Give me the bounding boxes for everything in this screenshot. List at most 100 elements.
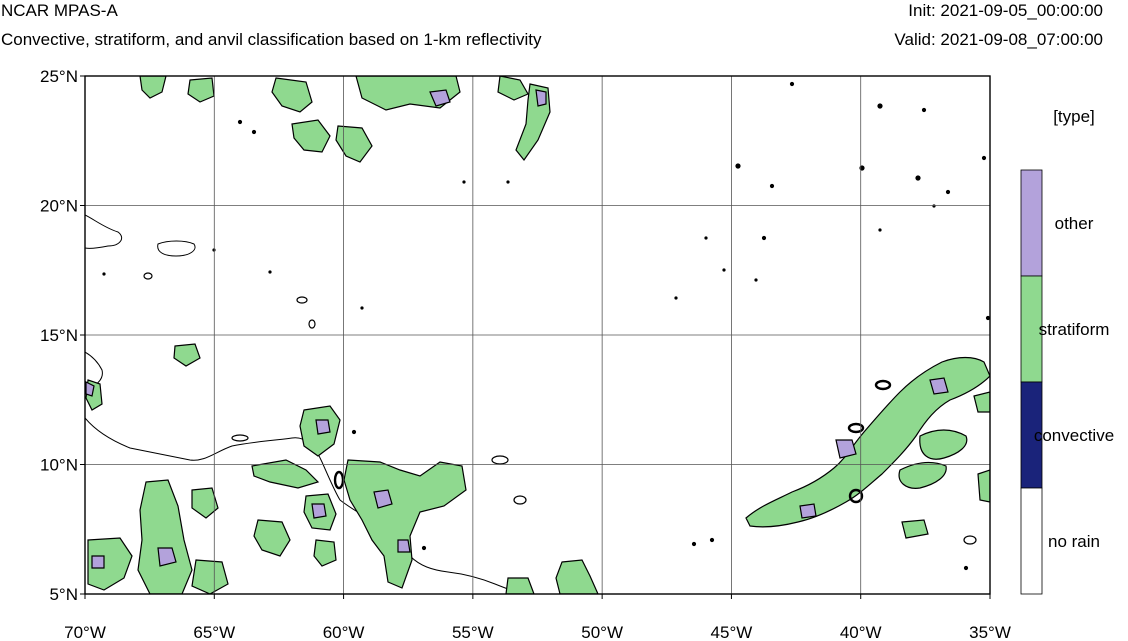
contour-ring — [874, 379, 892, 391]
legend: other stratiform convective no rain — [1020, 169, 1114, 595]
rain-cell — [397, 539, 411, 553]
rain-speck — [704, 236, 708, 240]
rain-speck — [421, 545, 427, 551]
rain-speck — [921, 107, 927, 113]
rain-speck — [709, 537, 715, 543]
rain-cell — [315, 419, 331, 435]
rain-speck — [506, 180, 510, 184]
rain-cell — [977, 469, 990, 503]
contour-ring — [848, 488, 864, 504]
lon-tick-label: 55°W — [452, 623, 494, 641]
rain-cell — [835, 439, 857, 459]
lat-tick-label: 25°N — [40, 67, 78, 86]
rain-cell — [87, 537, 133, 591]
coastline — [85, 214, 123, 249]
lon-tick-label: 35°W — [969, 623, 1011, 641]
plot-frame — [84, 75, 991, 595]
rain-cell — [139, 76, 167, 99]
legend-label: stratiform — [1039, 320, 1110, 339]
rain-cell — [497, 76, 529, 101]
valid-time: Valid: 2021-09-08_07:00:00 — [894, 30, 1103, 49]
rain-speck — [945, 189, 951, 195]
rain-cell — [535, 89, 547, 107]
contour-ring — [333, 470, 345, 490]
legend-swatch — [1020, 487, 1043, 595]
legend-label: no rain — [1048, 532, 1100, 551]
rain-cell — [191, 487, 219, 519]
contour-ring — [513, 495, 527, 505]
contour-ring — [963, 535, 977, 545]
rain-speck — [769, 183, 775, 189]
coastline — [85, 417, 533, 594]
rain-speck — [878, 228, 882, 232]
rain-speck — [251, 129, 257, 135]
lon-tick-label: 70°W — [64, 623, 106, 641]
rain-cell — [919, 429, 968, 460]
lat-tick-label: 10°N — [40, 456, 78, 475]
legend-label: other — [1055, 214, 1094, 233]
rain-speck — [735, 163, 741, 169]
rain-speck — [102, 272, 106, 276]
rain-cell — [335, 125, 373, 163]
lat-tick-label: 5°N — [49, 585, 78, 604]
rain-cell — [973, 391, 990, 413]
rain-cell — [799, 503, 817, 519]
rain-cell — [429, 89, 451, 107]
rain-speck — [462, 180, 466, 184]
rain-speck — [981, 155, 987, 161]
rain-cell — [311, 503, 327, 519]
rain-cell — [85, 381, 95, 397]
rain-speck — [985, 315, 990, 321]
init-time: Init: 2021-09-05_00:00:00 — [908, 1, 1103, 20]
legend-swatch — [1020, 169, 1043, 277]
lon-tick-label: 65°W — [193, 623, 235, 641]
contour-ring — [847, 422, 865, 434]
rain-cell — [343, 459, 467, 589]
map-title: NCAR MPAS-A — [1, 1, 118, 20]
lat-tick-labels: 25°N 20°N 15°N 10°N 5°N — [40, 67, 78, 604]
rain-speck — [360, 306, 364, 310]
rain-speck — [761, 235, 767, 241]
rain-speck — [789, 81, 795, 87]
rain-cell — [157, 547, 177, 567]
lon-tick-label: 40°W — [840, 623, 882, 641]
legend-title: [type] — [1053, 107, 1095, 126]
rain-cell — [555, 559, 599, 594]
rain-cell — [373, 489, 393, 509]
rain-cell — [173, 343, 201, 367]
rain-speck — [754, 278, 758, 282]
rain-cell — [271, 77, 313, 113]
precipitation-features — [85, 76, 990, 594]
rain-speck — [877, 103, 883, 109]
rain-cell — [505, 577, 535, 594]
coastline — [157, 240, 196, 257]
contour-ring — [491, 455, 509, 465]
rain-cell — [898, 461, 947, 489]
contour-ring — [143, 272, 153, 280]
lon-tick-label: 60°W — [323, 623, 365, 641]
lat-tick-label: 15°N — [40, 326, 78, 345]
rain-speck — [963, 565, 969, 571]
lon-tick-label: 45°W — [711, 623, 753, 641]
legend-label: convective — [1034, 426, 1114, 445]
rain-cell — [929, 377, 949, 395]
rain-cell — [901, 519, 929, 539]
rain-cell — [253, 519, 291, 557]
contour-ring — [231, 434, 249, 442]
rain-speck — [674, 296, 678, 300]
contour-ring — [296, 296, 308, 304]
rain-speck — [351, 429, 357, 435]
rain-speck — [915, 175, 921, 181]
lat-tick-label: 20°N — [40, 197, 78, 216]
lon-tick-labels: 70°W 65°W 60°W 55°W 50°W 45°W 40°W 35°W — [64, 623, 1011, 641]
rain-cell — [291, 119, 331, 153]
rain-speck — [268, 270, 272, 274]
map-subtitle: Convective, stratiform, and anvil classi… — [1, 30, 542, 49]
rain-cell — [313, 539, 337, 567]
rain-speck — [722, 268, 726, 272]
contour-ring — [308, 319, 316, 329]
rain-cell — [137, 479, 193, 594]
rain-cell — [91, 555, 105, 569]
rain-speck — [237, 119, 243, 125]
